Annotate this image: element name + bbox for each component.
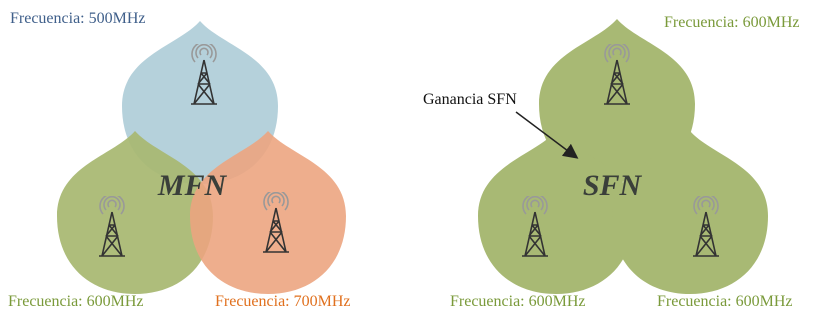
- frequency-label: Frecuencia: 600MHz: [8, 293, 144, 309]
- frequency-label: Frecuencia: 600MHz: [657, 293, 793, 309]
- frequency-label: Frecuencia: 600MHz: [664, 14, 800, 31]
- annotation: Ganancia SFN: [423, 91, 517, 108]
- frequency-label: Frecuencia: 600MHz: [450, 293, 586, 309]
- sfn-label: SFN: [583, 169, 643, 202]
- frequency-label: Frecuencia: 700MHz: [215, 293, 351, 309]
- mfn-label: MFN: [157, 169, 228, 202]
- diagram: MFN Frecuencia: 500MHz Frecuencia: 600MH…: [0, 0, 831, 309]
- frequency-label: Frecuencia: 500MHz: [10, 10, 146, 27]
